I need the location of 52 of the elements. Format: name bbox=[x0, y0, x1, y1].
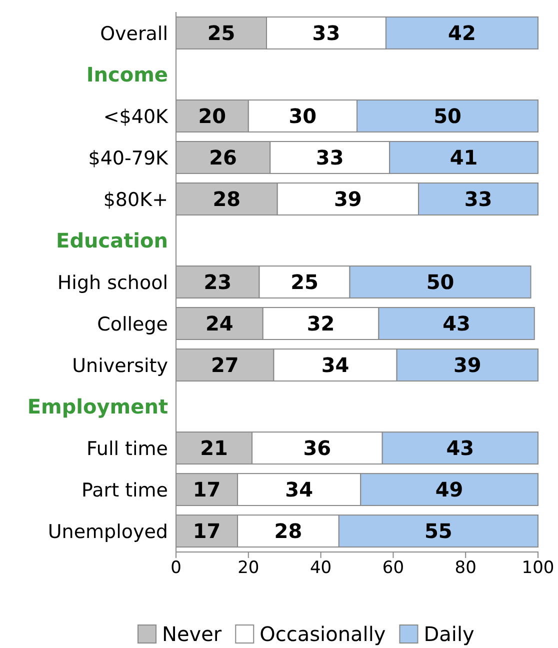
x-tick-label: 0 bbox=[170, 558, 182, 578]
data-label: 33 bbox=[312, 21, 340, 46]
data-label: 43 bbox=[446, 436, 474, 460]
y-tick-label: Full time bbox=[86, 438, 168, 460]
data-label: 25 bbox=[207, 21, 236, 46]
data-label: 21 bbox=[200, 436, 228, 460]
data-label: 39 bbox=[453, 353, 482, 378]
y-tick-label: University bbox=[72, 354, 168, 377]
x-tick-label: 100 bbox=[522, 558, 554, 578]
data-label: 42 bbox=[448, 21, 476, 46]
y-tick-label: <$40K bbox=[103, 106, 169, 128]
data-label: 27 bbox=[210, 353, 239, 378]
data-label: 26 bbox=[209, 146, 237, 170]
data-label: 17 bbox=[192, 478, 221, 502]
y-tick-label: $40-79K bbox=[88, 147, 169, 170]
data-label: 34 bbox=[321, 353, 350, 378]
x-tick-label: 60 bbox=[382, 558, 404, 578]
y-tick-label: High school bbox=[57, 272, 168, 294]
y-tick-label: Overall bbox=[100, 22, 168, 45]
y-tick-label: College bbox=[97, 313, 168, 336]
data-label: 30 bbox=[288, 104, 317, 128]
y-tick-label: Income bbox=[86, 62, 168, 87]
y-tick-label: Part time bbox=[82, 479, 168, 502]
data-label: 33 bbox=[316, 146, 344, 170]
data-label: 49 bbox=[435, 478, 464, 502]
data-label: 24 bbox=[206, 312, 234, 336]
data-label: 50 bbox=[426, 270, 454, 294]
y-tick-label: Unemployed bbox=[48, 520, 168, 543]
data-label: 43 bbox=[442, 312, 470, 336]
data-label: 28 bbox=[274, 519, 302, 544]
data-label: 39 bbox=[334, 187, 362, 212]
x-tick-label: 20 bbox=[238, 558, 260, 578]
data-label: 50 bbox=[434, 104, 462, 128]
y-tick-label: $80K+ bbox=[103, 188, 168, 211]
data-label: 20 bbox=[198, 104, 226, 128]
data-label: 33 bbox=[464, 187, 492, 212]
data-label: 28 bbox=[212, 187, 241, 212]
data-label: 32 bbox=[306, 312, 335, 336]
data-label: 25 bbox=[290, 270, 318, 294]
data-label: 23 bbox=[204, 270, 232, 294]
x-tick-label: 40 bbox=[310, 558, 332, 578]
legend-label: Occasionally bbox=[260, 622, 386, 646]
data-label: 55 bbox=[424, 519, 452, 544]
y-tick-label: Education bbox=[56, 228, 168, 253]
data-label: 34 bbox=[285, 478, 313, 502]
y-tick-label: Employment bbox=[27, 394, 168, 419]
data-label: 36 bbox=[303, 436, 332, 460]
legend-label: Never bbox=[162, 622, 222, 646]
legend-label: Daily bbox=[424, 622, 475, 646]
x-tick-label: 80 bbox=[454, 558, 476, 578]
data-label: 41 bbox=[450, 146, 478, 170]
data-label: 17 bbox=[192, 519, 221, 544]
